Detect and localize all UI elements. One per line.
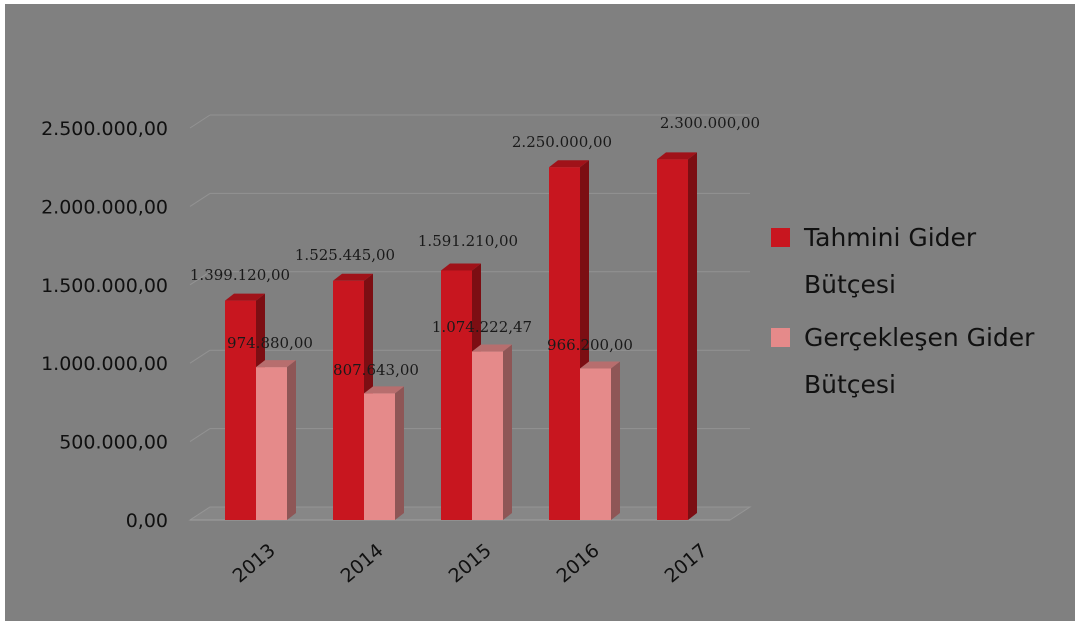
data-label: 1.591.210,00 <box>418 232 518 250</box>
y-tick-label: 1.000.000,00 <box>41 353 168 375</box>
data-label: 1.074.222,47 <box>432 318 532 336</box>
y-tick-label: 2.000.000,00 <box>41 196 168 218</box>
bar-gerceklesen-2016 <box>580 361 620 520</box>
bar-side <box>503 344 512 520</box>
bar-top <box>549 160 589 168</box>
bar-front <box>364 393 395 520</box>
bar-front <box>657 159 688 521</box>
legend-item: Gerçekleşen Gider Bütçesi <box>771 323 1035 399</box>
legend-label: Gerçekleşen Gider <box>804 323 1035 352</box>
bar-top <box>333 273 373 281</box>
bar-tahmini-2014 <box>333 273 373 520</box>
bar-front <box>333 280 364 520</box>
bar-front <box>256 367 287 520</box>
data-label: 2.300.000,00 <box>660 114 760 132</box>
y-axis: 0,00 500.000,00 1.000.000,00 1.500.000,00 2.… <box>41 118 168 532</box>
gridline-diagonal <box>189 271 211 286</box>
bar-side <box>395 386 404 520</box>
data-label: 1.399.120,00 <box>190 266 290 284</box>
bar-front <box>225 300 256 520</box>
gridline-diagonal <box>189 428 211 443</box>
bar-front <box>441 270 472 520</box>
legend: Tahmini Gider Bütçesi Gerçekleşen Gider Büt… <box>771 223 1035 399</box>
data-label: 1.525.445,00 <box>295 246 395 264</box>
bar-top <box>472 344 512 352</box>
y-tick-label: 2.500.000,00 <box>41 118 168 140</box>
data-label: 2.250.000,00 <box>512 133 612 151</box>
data-label: 807.643,00 <box>333 361 419 379</box>
bar-side <box>611 361 620 520</box>
bar-top <box>657 152 697 160</box>
legend-label: Bütçesi <box>804 370 896 399</box>
gridline-diagonal <box>189 192 211 207</box>
legend-label: Bütçesi <box>804 270 896 299</box>
legend-swatch <box>771 228 790 247</box>
gridline-diagonal <box>189 349 211 364</box>
bar-front <box>472 351 503 520</box>
bar-top <box>256 360 296 368</box>
bars <box>225 152 697 521</box>
y-tick-label: 1.500.000,00 <box>41 275 168 297</box>
bar-side <box>688 152 697 521</box>
y-tick-label: 500.000,00 <box>59 432 168 454</box>
bar-top <box>225 293 265 301</box>
bar-gerceklesen-2015 <box>472 344 512 520</box>
bar-gerceklesen-2013 <box>256 360 296 520</box>
bar-gerceklesen-2014 <box>364 386 404 520</box>
y-tick-label: 0,00 <box>126 510 168 532</box>
bar-front <box>549 167 580 520</box>
legend-swatch <box>771 328 790 347</box>
data-label: 974.880,00 <box>227 334 313 352</box>
bar-top <box>364 386 404 394</box>
data-label: 966.200,00 <box>547 336 633 354</box>
bar-tahmini-2017 <box>657 152 697 521</box>
bar-side <box>287 360 296 520</box>
data-labels: 1.399.120,00 974.880,00 1.525.445,00 807.64… <box>190 114 760 379</box>
gridline-diagonal <box>189 114 211 129</box>
legend-label: Tahmini Gider <box>803 223 977 252</box>
bar-top <box>441 263 481 271</box>
bar-front <box>580 368 611 520</box>
bar-top <box>580 361 620 369</box>
legend-item: Tahmini Gider Bütçesi <box>771 223 977 299</box>
